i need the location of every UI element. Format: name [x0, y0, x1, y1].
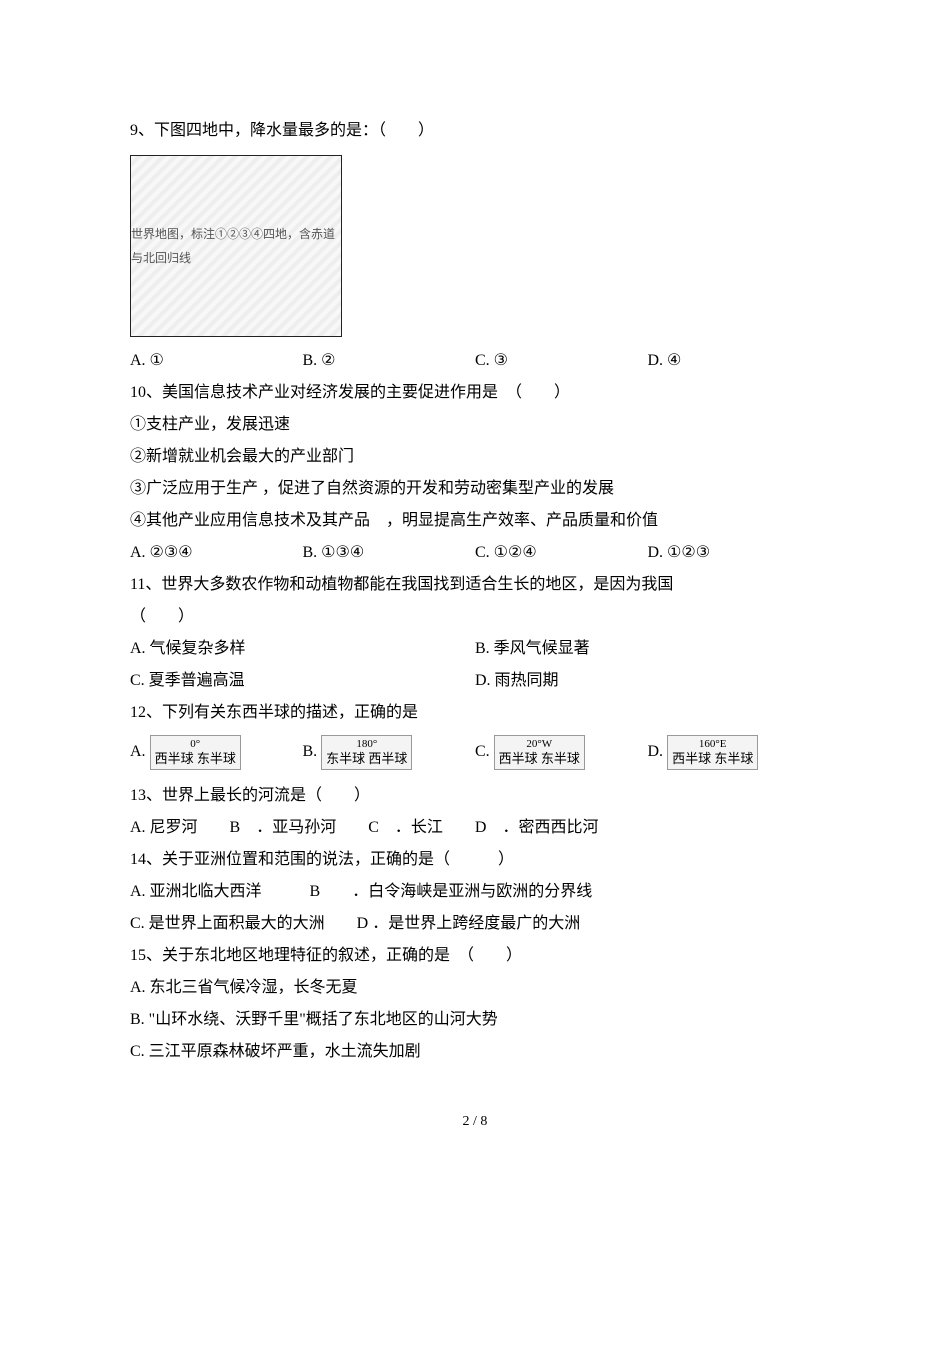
q10-option-c: C. ①②④: [475, 537, 648, 569]
q10-stem: 10、美国信息技术产业对经济发展的主要促进作用是 （ ）: [130, 377, 820, 409]
q12-b-label: B.: [303, 743, 318, 760]
q9-stem: 9、下图四地中，降水量最多的是：（ ）: [130, 115, 820, 147]
q9-map-alt: 世界地图，标注①②③④四地，含赤道与北回归线: [131, 222, 341, 270]
q13-options: A. 尼罗河 B ．亚马孙河 C ．长江 D ．密西西比河: [130, 812, 820, 844]
q14-line2: C. 是世界上面积最大的大洲 D ．是世界上跨经度最广的大洲: [130, 908, 820, 940]
exam-page: 9、下图四地中，降水量最多的是：（ ） 世界地图，标注①②③④四地，含赤道与北回…: [0, 0, 950, 1176]
q10-option-a: A. ②③④: [130, 537, 303, 569]
q12-a-label: A.: [130, 743, 146, 760]
q12-c-diagram: 20°W 西半球 东半球: [494, 735, 585, 770]
q15-option-a: A. 东北三省气候冷湿，长冬无夏: [130, 972, 820, 1004]
q9-option-b: B. ②: [303, 345, 476, 377]
q15-stem: 15、关于东北地区地理特征的叙述，正确的是 （ ）: [130, 940, 820, 972]
q12-c-bot: 西半球 东半球: [499, 751, 580, 767]
q12-option-d: D. 160°E 西半球 东半球: [648, 735, 821, 770]
q12-d-label: D.: [648, 743, 664, 760]
q9-map-image: 世界地图，标注①②③④四地，含赤道与北回归线: [130, 155, 342, 337]
q12-stem: 12、下列有关东西半球的描述，正确的是: [130, 697, 820, 729]
q11-stem: 11、世界大多数农作物和动植物都能在我国找到适合生长的地区，是因为我国: [130, 569, 820, 601]
q11-option-c: C. 夏季普遍高温: [130, 665, 475, 697]
page-number: 2 / 8: [130, 1108, 820, 1136]
q11-option-a: A. 气候复杂多样: [130, 633, 475, 665]
q14-stem: 14、关于亚洲位置和范围的说法，正确的是（ ）: [130, 844, 820, 876]
q12-a-top: 0°: [155, 738, 236, 751]
q12-option-c: C. 20°W 西半球 东半球: [475, 735, 648, 770]
q12-d-bot: 西半球 东半球: [672, 751, 753, 767]
q10-s3: ③广泛应用于生产 ，促进了自然资源的开发和劳动密集型产业的发展: [130, 473, 820, 505]
q12-c-label: C.: [475, 743, 490, 760]
q12-a-bot: 西半球 东半球: [155, 751, 236, 767]
q12-b-top: 180°: [326, 738, 407, 751]
q12-c-top: 20°W: [499, 738, 580, 751]
q10-s4: ④其他产业应用信息技术及其产品 ，明显提高生产效率、产品质量和价值: [130, 505, 820, 537]
q9-option-a: A. ①: [130, 345, 303, 377]
q11-options-row2: C. 夏季普遍高温 D. 雨热同期: [130, 665, 820, 697]
q12-options: A. 0° 西半球 东半球 B. 180° 东半球 西半球 C. 20°W 西半…: [130, 735, 820, 770]
q15-option-b: B. "山环水绕、沃野千里"概括了东北地区的山河大势: [130, 1004, 820, 1036]
q11-stem2: （ ）: [130, 601, 820, 633]
q12-b-diagram: 180° 东半球 西半球: [321, 735, 412, 770]
q10-s1: ①支柱产业，发展迅速: [130, 409, 820, 441]
q12-d-diagram: 160°E 西半球 东半球: [667, 735, 758, 770]
q12-b-bot: 东半球 西半球: [326, 751, 407, 767]
q12-a-diagram: 0° 西半球 东半球: [150, 735, 241, 770]
q12-d-top: 160°E: [672, 738, 753, 751]
q11-options-row1: A. 气候复杂多样 B. 季风气候显著: [130, 633, 820, 665]
q10-options: A. ②③④ B. ①③④ C. ①②④ D. ①②③: [130, 537, 820, 569]
q10-option-d: D. ①②③: [648, 537, 821, 569]
q12-option-b: B. 180° 东半球 西半球: [303, 735, 476, 770]
q11-option-b: B. 季风气候显著: [475, 633, 820, 665]
q10-s2: ②新增就业机会最大的产业部门: [130, 441, 820, 473]
q9-options: A. ① B. ② C. ③ D. ④: [130, 345, 820, 377]
q12-option-a: A. 0° 西半球 东半球: [130, 735, 303, 770]
q13-stem: 13、世界上最长的河流是（ ）: [130, 780, 820, 812]
q9-option-c: C. ③: [475, 345, 648, 377]
q15-option-c: C. 三江平原森林破坏严重，水土流失加剧: [130, 1036, 820, 1068]
q9-option-d: D. ④: [648, 345, 821, 377]
q10-option-b: B. ①③④: [303, 537, 476, 569]
q11-option-d: D. 雨热同期: [475, 665, 820, 697]
q14-line1: A. 亚洲北临大西洋 B ．白令海峡是亚洲与欧洲的分界线: [130, 876, 820, 908]
